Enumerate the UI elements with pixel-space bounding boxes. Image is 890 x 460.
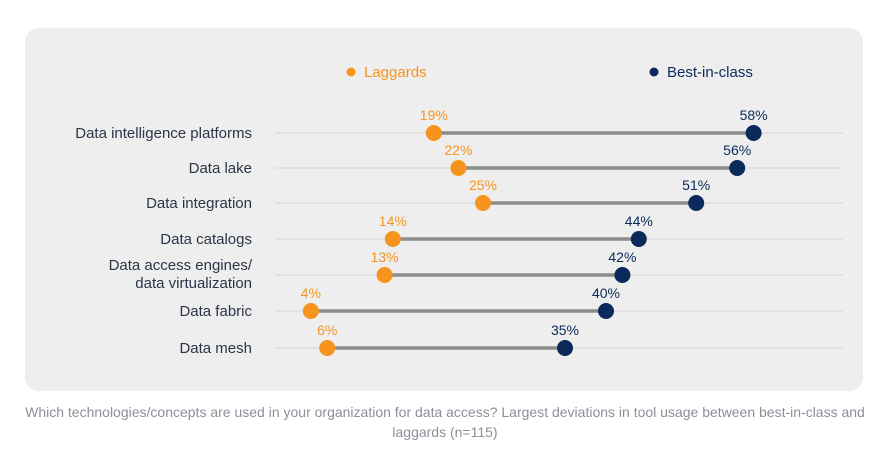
laggards-value-label: 22%: [444, 142, 472, 158]
best-in-class-value-label: 56%: [723, 142, 751, 158]
legend-best-label: Best-in-class: [667, 64, 753, 81]
best-in-class-point: [557, 340, 573, 356]
laggards-value-label: 6%: [317, 322, 337, 338]
category-label: Data catalogs: [160, 231, 252, 248]
best-in-class-point: [729, 160, 746, 176]
best-in-class-value-label: 40%: [592, 285, 620, 301]
chart-panel: [25, 28, 863, 391]
category-label-line: Data fabric: [179, 303, 252, 320]
category-label-line: data virtualization: [135, 275, 252, 292]
category-label-line: Data access engines/: [109, 257, 253, 274]
category-label: Data integration: [146, 195, 252, 212]
category-label: Data lake: [189, 160, 252, 177]
chart-caption: Which technologies/concepts are used in …: [25, 404, 865, 440]
laggards-point: [450, 160, 467, 176]
legend: Laggards Best-in-class: [346, 64, 753, 81]
category-label-line: Data mesh: [179, 340, 252, 357]
best-in-class-value-label: 35%: [551, 322, 579, 338]
chart-row: Data access engines/data virtualization 1…: [109, 249, 843, 292]
laggards-point: [319, 340, 336, 356]
laggards-value-label: 14%: [379, 213, 407, 229]
best-in-class-value-label: 44%: [625, 213, 653, 229]
category-label: Data mesh: [179, 340, 252, 357]
best-in-class-value-label: 58%: [740, 107, 768, 123]
best-in-class-point: [630, 231, 647, 247]
category-label: Data access engines/data virtualization: [109, 257, 253, 292]
chart-row: Data mesh 6% 35%: [179, 322, 843, 357]
best-in-class-point: [614, 267, 631, 283]
best-in-class-point: [745, 125, 762, 141]
category-label-line: Data intelligence platforms: [75, 125, 252, 142]
category-label-line: Data integration: [146, 195, 252, 212]
category-label: Data intelligence platforms: [75, 125, 252, 142]
laggards-value-label: 4%: [301, 285, 321, 301]
laggards-point: [384, 231, 401, 247]
dumbbell-chart: Laggards Best-in-class Data intelligence …: [75, 64, 843, 357]
laggards-value-label: 13%: [371, 249, 399, 265]
chart-row: Data fabric 4% 40%: [179, 285, 843, 320]
best-in-class-point: [598, 303, 614, 319]
category-label: Data fabric: [179, 303, 252, 320]
laggards-value-label: 25%: [469, 177, 497, 193]
best-in-class-point: [688, 195, 705, 211]
laggards-point: [475, 195, 491, 211]
laggards-point: [425, 125, 442, 141]
legend-best-marker: [649, 67, 659, 77]
laggards-point: [376, 267, 393, 283]
chart-rows: Data intelligence platforms 19% 58% Data la…: [75, 107, 843, 357]
category-label-line: Data lake: [189, 160, 252, 177]
legend-laggards-marker: [346, 67, 356, 77]
category-label-line: Data catalogs: [160, 231, 252, 248]
legend-laggards-label: Laggards: [364, 64, 427, 81]
laggards-value-label: 19%: [420, 107, 448, 123]
best-in-class-value-label: 51%: [682, 177, 710, 193]
chart-row: Data intelligence platforms 19% 58%: [75, 107, 843, 142]
best-in-class-value-label: 42%: [608, 249, 636, 265]
laggards-point: [302, 303, 319, 319]
chart-row: Data catalogs 14% 44%: [160, 213, 843, 248]
chart-row: Data lake 22% 56%: [189, 142, 843, 177]
chart-row: Data integration 25% 51%: [146, 177, 843, 212]
